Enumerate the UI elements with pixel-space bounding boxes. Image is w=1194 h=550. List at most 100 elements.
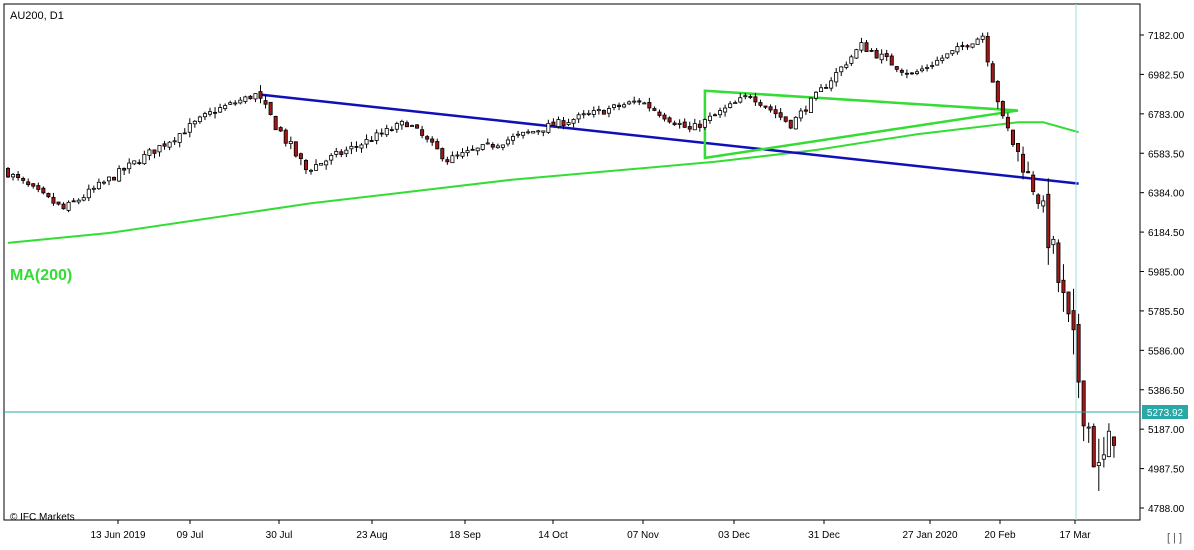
candle-body [450, 155, 455, 164]
x-tick-label: 13 Jun 2019 [90, 530, 145, 541]
candle [374, 129, 379, 145]
candle [1086, 422, 1091, 443]
candle [985, 32, 990, 67]
candle-body [6, 168, 11, 178]
candle-body [556, 119, 561, 127]
candle-body [112, 176, 117, 181]
candle-body [258, 91, 263, 99]
candle-body [728, 103, 733, 108]
candle [606, 105, 611, 118]
candle [586, 109, 591, 116]
candle-body [228, 102, 233, 105]
candle-body [617, 104, 622, 108]
candle [369, 136, 374, 143]
candle-body [404, 122, 409, 128]
candle [1046, 178, 1051, 265]
candle-body [51, 196, 56, 204]
candle [167, 141, 172, 151]
candle [601, 109, 606, 115]
candle-body [132, 160, 137, 165]
x-tick-label: 30 Jul [266, 530, 293, 541]
candle [187, 118, 192, 138]
candle-body [298, 153, 303, 159]
candle [1066, 291, 1071, 323]
candle-body [1046, 193, 1051, 249]
candle-body [601, 109, 606, 115]
candle-body [213, 111, 218, 114]
candle [11, 172, 16, 181]
candle-body [985, 35, 990, 63]
candle [909, 71, 914, 75]
candle-body [713, 114, 718, 117]
candle-body [31, 183, 36, 187]
candle [667, 116, 672, 124]
candle [248, 95, 253, 100]
candle [1081, 380, 1086, 442]
candle-body [819, 87, 824, 93]
candle [394, 121, 399, 133]
plot-frame [3, 3, 1141, 521]
candle [707, 112, 712, 124]
candle [334, 147, 339, 158]
candle [849, 54, 854, 66]
candle-body [824, 87, 829, 89]
candle-body [485, 142, 490, 145]
x-tick-label: 03 Dec [718, 530, 750, 541]
candle-body [920, 68, 925, 72]
candle-body [536, 130, 541, 133]
candle-body [1096, 462, 1101, 467]
candle-body [197, 116, 202, 123]
candle-body [1041, 200, 1046, 207]
candle [768, 104, 773, 113]
candle-body [642, 102, 647, 105]
candle [541, 130, 546, 137]
candle-body [268, 101, 273, 115]
candle-body [950, 50, 955, 55]
candle [1076, 313, 1081, 398]
candle-body [551, 121, 556, 127]
candle [445, 156, 450, 165]
candle-body [354, 146, 359, 148]
candle [36, 182, 41, 193]
ma200-line[interactable] [7, 121, 1079, 244]
candle [561, 116, 566, 130]
candle-body [586, 112, 591, 115]
candle [773, 105, 778, 119]
x-tick-label: 20 Feb [984, 530, 1016, 541]
candle-body [66, 201, 71, 211]
candle [263, 95, 268, 109]
candle [1071, 288, 1076, 355]
candle-body [1021, 153, 1026, 173]
candle-body [667, 117, 672, 123]
candle [197, 115, 202, 124]
candle [803, 105, 808, 115]
candle-body [718, 110, 723, 116]
candle-body [162, 143, 167, 147]
candle [526, 129, 531, 135]
candle [879, 49, 884, 64]
candle-body [1081, 380, 1086, 427]
candle [829, 77, 834, 92]
candle-body [1016, 143, 1021, 152]
candle-body [1111, 436, 1116, 446]
candle [182, 128, 187, 135]
candle [122, 167, 127, 176]
candle-body [682, 121, 687, 128]
candle [945, 53, 950, 60]
candle-body [334, 151, 339, 155]
candle [834, 68, 839, 87]
candle-body [399, 120, 404, 126]
corner-glyph[interactable]: [ | ] [1167, 532, 1182, 544]
candle-body [223, 105, 228, 109]
candle-body [273, 115, 278, 131]
candle [864, 39, 869, 52]
x-tick-label: 31 Dec [808, 530, 840, 541]
candle-body [1101, 454, 1106, 460]
candle-body [46, 192, 51, 198]
trendline[interactable] [260, 93, 1079, 185]
x-tick-label: 27 Jan 2020 [902, 530, 957, 541]
candle [152, 149, 157, 159]
candle-body [849, 56, 854, 64]
